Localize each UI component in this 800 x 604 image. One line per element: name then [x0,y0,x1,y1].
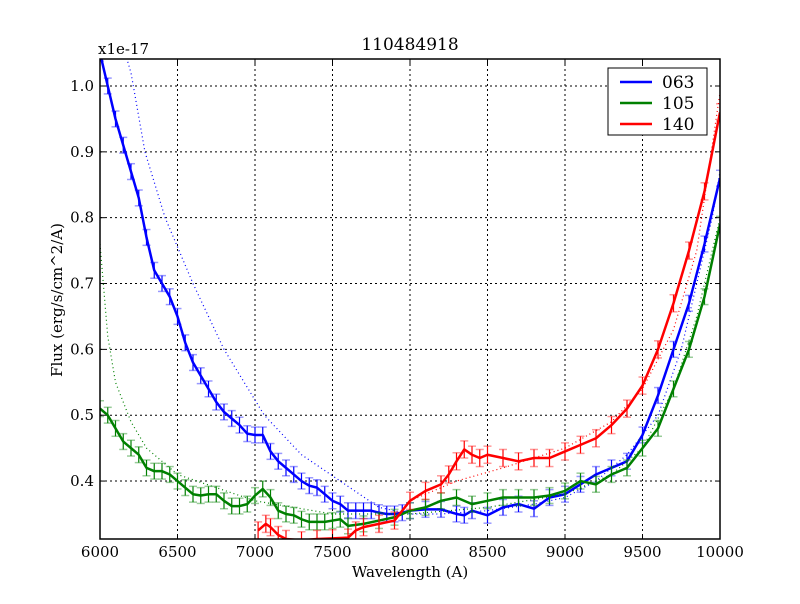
x-tick-label: 7000 [236,543,274,561]
x-tick-label: 6000 [81,543,119,561]
x-tick-label: 8500 [468,543,506,561]
data-line-105 [100,224,720,528]
y-tick-label: 0.9 [70,143,94,161]
x-tick-label: 7500 [313,543,351,561]
x-tick-label: 8000 [391,543,429,561]
legend-label-140: 140 [662,115,694,135]
chart-title: 110484918 [361,35,458,55]
series-group [100,59,720,539]
series-140 [254,92,720,539]
y-tick-label: 0.4 [70,472,94,490]
fit-line-105 [100,217,720,515]
legend-label-063: 063 [662,73,694,93]
fit-line-063 [126,59,720,515]
x-tick-label: 9000 [546,543,584,561]
y-axis-label: Flux (erg/s/cm^2/A) [48,223,66,377]
y-tick-label: 0.5 [70,406,94,424]
legend-label-105: 105 [662,94,694,114]
x-tick-label: 6500 [158,543,196,561]
y-tick-label: 1.0 [70,77,94,95]
ticks: 6000 6500 7000 7500 8000 8500 9000 9500 10000 0.4… [70,59,744,561]
x-tick-label: 9500 [623,543,661,561]
y-offset-label: x1e-17 [98,40,149,58]
series-105 [100,215,720,535]
y-tick-label: 0.7 [70,275,94,293]
y-tick-label: 0.6 [70,340,94,358]
y-tick-label: 0.8 [70,209,94,227]
x-axis-label: Wavelength (A) [352,563,468,581]
fit-line-140 [409,92,720,502]
x-tick-label: 10000 [696,543,744,561]
data-line-140 [257,112,720,539]
